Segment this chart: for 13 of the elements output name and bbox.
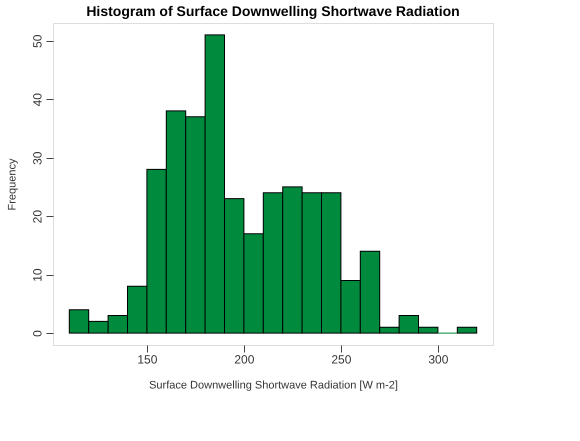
x-tick-label: 300 xyxy=(428,352,449,366)
y-axis-title: Frequency xyxy=(6,158,18,210)
x-axis-title: Surface Downwelling Shortwave Radiation [W m-2] xyxy=(149,380,398,392)
chart-title: Histogram of Surface Downwelling Shortwave Radiation xyxy=(86,3,460,19)
x-tick-label: 200 xyxy=(234,352,255,366)
y-tick-label: 0 xyxy=(30,330,44,337)
y-tick-label: 30 xyxy=(30,151,44,165)
y-tick-label: 40 xyxy=(30,92,44,106)
y-tick-label: 10 xyxy=(30,268,44,282)
y-tick-label: 20 xyxy=(30,210,44,224)
x-tick-label: 150 xyxy=(137,352,158,366)
x-tick-label: 250 xyxy=(331,352,352,366)
y-tick-label: 50 xyxy=(30,34,44,48)
